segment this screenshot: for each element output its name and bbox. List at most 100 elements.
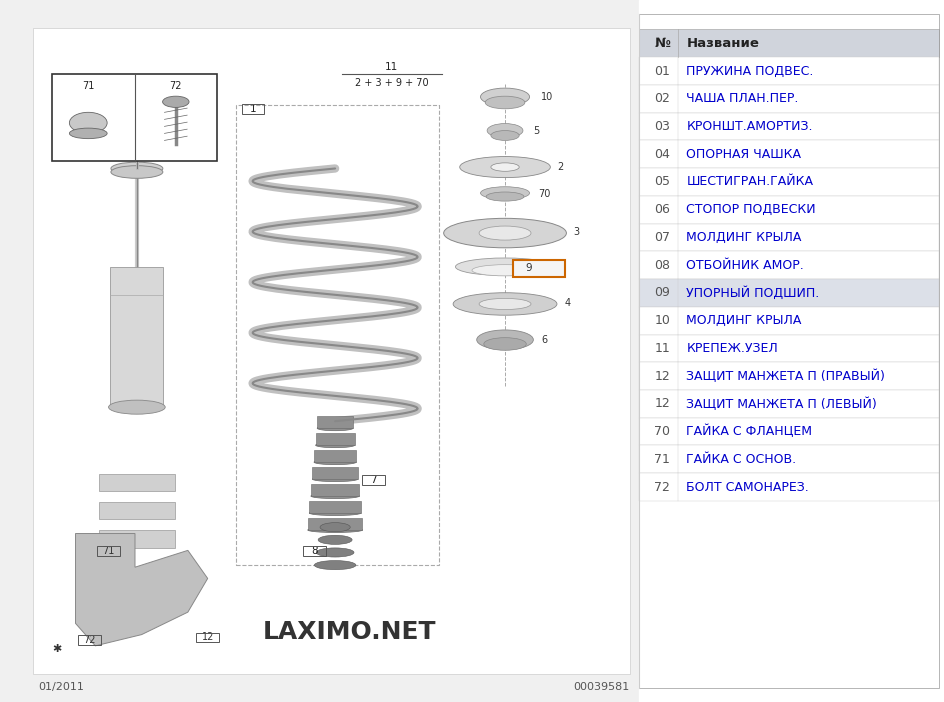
Bar xyxy=(0,0,639,702)
Ellipse shape xyxy=(312,477,358,482)
Bar xyxy=(52,74,217,161)
Text: 01/2011: 01/2011 xyxy=(38,682,84,691)
Text: ШЕСТИГРАН.ГАЙКА: ШЕСТИГРАН.ГАЙКА xyxy=(686,176,814,189)
Text: 72: 72 xyxy=(654,480,670,494)
Text: №: № xyxy=(654,37,670,50)
Text: 6: 6 xyxy=(541,335,547,345)
Ellipse shape xyxy=(444,218,566,248)
Text: ГАЙКА С ОСНОВ.: ГАЙКА С ОСНОВ. xyxy=(686,453,797,466)
Bar xyxy=(639,112,939,140)
Text: LAXIMO.NET: LAXIMO.NET xyxy=(262,620,436,644)
Text: 10: 10 xyxy=(654,314,670,327)
Bar xyxy=(303,546,326,556)
Bar xyxy=(99,530,175,548)
Ellipse shape xyxy=(70,128,107,138)
Text: ЗАЩИТ МАНЖЕТА П (ПРАВЫЙ): ЗАЩИТ МАНЖЕТА П (ПРАВЫЙ) xyxy=(686,369,885,383)
Bar xyxy=(639,14,939,688)
Text: 09: 09 xyxy=(654,286,670,300)
Ellipse shape xyxy=(480,88,530,105)
Ellipse shape xyxy=(110,162,163,175)
Text: 12: 12 xyxy=(654,397,670,411)
Text: МОЛДИНГ КРЫЛА: МОЛДИНГ КРЫЛА xyxy=(686,231,801,244)
Ellipse shape xyxy=(485,96,525,109)
Text: 07: 07 xyxy=(654,231,670,244)
Text: СТОПОР ПОДВЕСКИ: СТОПОР ПОДВЕСКИ xyxy=(686,203,816,216)
Ellipse shape xyxy=(480,298,531,310)
Text: 01: 01 xyxy=(654,65,670,78)
Text: 70: 70 xyxy=(654,425,670,438)
Ellipse shape xyxy=(460,157,550,178)
Text: 12: 12 xyxy=(201,633,214,642)
Ellipse shape xyxy=(314,460,356,465)
Text: 04: 04 xyxy=(654,147,670,161)
Ellipse shape xyxy=(109,400,165,414)
Text: КРЕПЕЖ.УЗЕЛ: КРЕПЕЖ.УЗЕЛ xyxy=(686,342,778,355)
Ellipse shape xyxy=(477,330,533,350)
Bar xyxy=(78,635,101,645)
Text: ГАЙКА С ФЛАНЦЕМ: ГАЙКА С ФЛАНЦЕМ xyxy=(686,425,812,438)
Text: ✱: ✱ xyxy=(52,644,61,654)
Bar xyxy=(639,279,939,307)
Text: 72: 72 xyxy=(170,81,182,91)
Text: 2 + 3 + 9 + 70: 2 + 3 + 9 + 70 xyxy=(355,78,429,88)
Ellipse shape xyxy=(480,187,530,199)
Text: 8: 8 xyxy=(311,546,318,556)
Ellipse shape xyxy=(315,443,355,448)
Ellipse shape xyxy=(483,338,527,350)
Bar xyxy=(312,467,358,479)
Ellipse shape xyxy=(456,258,555,275)
Text: МОЛДИНГ КРЫЛА: МОЛДИНГ КРЫЛА xyxy=(686,314,801,327)
Bar xyxy=(317,416,353,428)
Text: 71: 71 xyxy=(102,546,115,556)
Ellipse shape xyxy=(316,548,354,557)
Bar xyxy=(639,57,939,85)
Text: БОЛТ САМОНАРЕЗ.: БОЛТ САМОНАРЕЗ. xyxy=(686,480,809,494)
Bar xyxy=(639,390,939,418)
Text: 70: 70 xyxy=(538,189,550,199)
Ellipse shape xyxy=(70,112,107,133)
Text: 03: 03 xyxy=(654,120,670,133)
Text: 11: 11 xyxy=(385,62,398,72)
Text: 05: 05 xyxy=(654,176,670,189)
Ellipse shape xyxy=(486,192,524,201)
Text: 71: 71 xyxy=(82,81,94,91)
Text: 08: 08 xyxy=(654,258,670,272)
Bar xyxy=(308,517,362,530)
Ellipse shape xyxy=(491,163,519,171)
Ellipse shape xyxy=(310,510,361,515)
Text: 1: 1 xyxy=(249,104,257,114)
Text: 4: 4 xyxy=(565,298,570,307)
Bar xyxy=(639,168,939,196)
Text: 12: 12 xyxy=(654,369,670,383)
Ellipse shape xyxy=(318,535,352,545)
Bar xyxy=(110,267,163,407)
Bar xyxy=(639,418,939,446)
Bar xyxy=(236,105,439,565)
Ellipse shape xyxy=(487,124,523,138)
Bar xyxy=(639,307,939,335)
Text: 02: 02 xyxy=(654,92,670,105)
Bar xyxy=(639,140,939,168)
Ellipse shape xyxy=(110,166,163,178)
Ellipse shape xyxy=(480,226,531,240)
Bar xyxy=(639,473,939,501)
Bar xyxy=(97,546,120,556)
Text: 2: 2 xyxy=(557,162,564,172)
Ellipse shape xyxy=(317,425,353,431)
Bar xyxy=(513,260,565,277)
Text: 10: 10 xyxy=(541,92,553,102)
Bar xyxy=(639,224,939,251)
Bar xyxy=(196,633,219,642)
Bar xyxy=(311,484,360,496)
Text: 5: 5 xyxy=(533,126,540,135)
Bar xyxy=(242,104,264,114)
Text: 00039581: 00039581 xyxy=(573,682,630,691)
Ellipse shape xyxy=(314,560,356,569)
Bar xyxy=(639,29,939,57)
Text: КРОНШТ.АМОРТИЗ.: КРОНШТ.АМОРТИЗ. xyxy=(686,120,813,133)
Text: ОПОРНАЯ ЧАШКА: ОПОРНАЯ ЧАШКА xyxy=(686,147,801,161)
Bar xyxy=(639,0,944,702)
Bar xyxy=(314,450,356,462)
Ellipse shape xyxy=(308,527,362,533)
Bar xyxy=(639,196,939,223)
